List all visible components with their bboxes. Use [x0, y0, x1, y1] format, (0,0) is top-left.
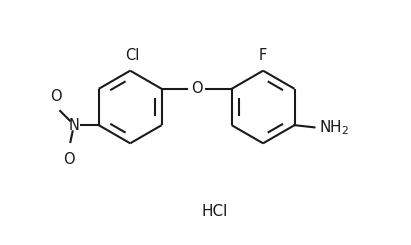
- Text: Cl: Cl: [125, 48, 140, 63]
- Text: F: F: [259, 48, 267, 63]
- Text: NH$_2$: NH$_2$: [319, 118, 349, 137]
- Text: O: O: [50, 89, 62, 104]
- Text: O: O: [191, 81, 203, 96]
- Text: O: O: [63, 152, 74, 167]
- Text: N: N: [69, 118, 80, 133]
- Text: HCl: HCl: [201, 204, 228, 219]
